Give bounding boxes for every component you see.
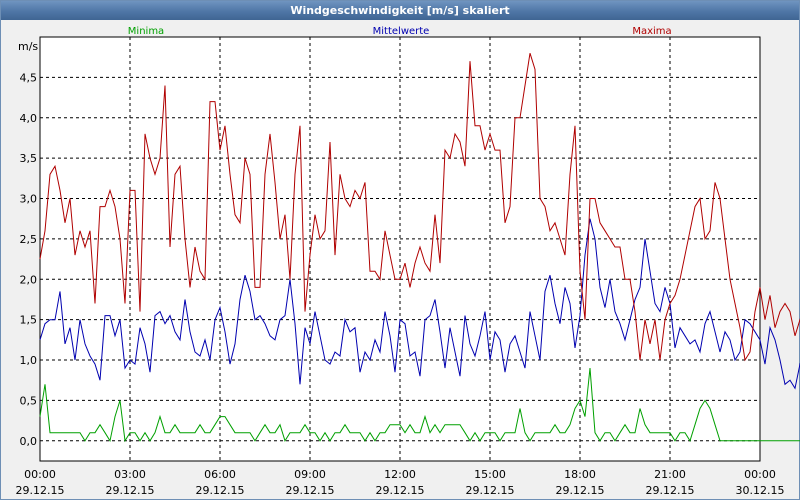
- x-tick-date-label: 29.12.15: [106, 484, 155, 497]
- x-tick-date-label: 29.12.15: [556, 484, 605, 497]
- x-tick-date-label: 29.12.15: [376, 484, 425, 497]
- y-tick-label: 3,5: [20, 152, 38, 165]
- x-tick-time-label: 21:00: [654, 468, 686, 481]
- series-line-maxima: [39, 53, 800, 362]
- x-tick-time-label: 12:00: [384, 468, 416, 481]
- series-lines: [39, 53, 800, 443]
- x-tick-time-label: 18:00: [564, 468, 596, 481]
- y-tick-label: 0,0: [20, 435, 38, 448]
- x-tick-date-label: 29.12.15: [466, 484, 515, 497]
- x-tick-time-label: 00:00: [24, 468, 56, 481]
- series-line-minima: [39, 368, 800, 443]
- x-tick-time-label: 03:00: [114, 468, 146, 481]
- axis-labels: 0,0 0,5 1,0 1,5 2,0 2,5 3,0 3,5 4,0 4,5 00:00 29.12…: [16, 71, 785, 497]
- chart-title: Windgeschwindigkeit [m/s] skaliert: [1, 1, 799, 20]
- legend-minima: Minima: [128, 26, 164, 37]
- x-tick-time-label: 06:00: [204, 468, 236, 481]
- y-axis-label: m/s: [18, 40, 38, 53]
- x-tick-date-label: 29.12.15: [16, 484, 65, 497]
- x-tick-date-label: 30.12.15: [736, 484, 785, 497]
- legend-maxima: Maxima: [632, 26, 671, 37]
- y-tick-label: 1,0: [20, 354, 38, 367]
- x-tick-date-label: 29.12.15: [646, 484, 695, 497]
- y-tick-label: 2,5: [20, 233, 38, 246]
- y-tick-label: 4,5: [20, 71, 38, 84]
- x-tick-date-label: 29.12.15: [196, 484, 245, 497]
- y-tick-label: 4,0: [20, 112, 38, 125]
- x-tick-time-label: 15:00: [474, 468, 506, 481]
- y-tick-label: 1,5: [20, 314, 38, 327]
- legend-mittelwerte: Mittelwerte: [373, 26, 430, 37]
- y-tick-label: 3,0: [20, 193, 38, 206]
- y-tick-label: 0,5: [20, 394, 38, 407]
- y-tick-label: 2,0: [20, 273, 38, 286]
- x-tick-time-label: 09:00: [294, 468, 326, 481]
- x-tick-date-label: 29.12.15: [286, 484, 335, 497]
- series-line-mittelwerte: [39, 218, 800, 390]
- x-tick-time-label: 00:00: [744, 468, 776, 481]
